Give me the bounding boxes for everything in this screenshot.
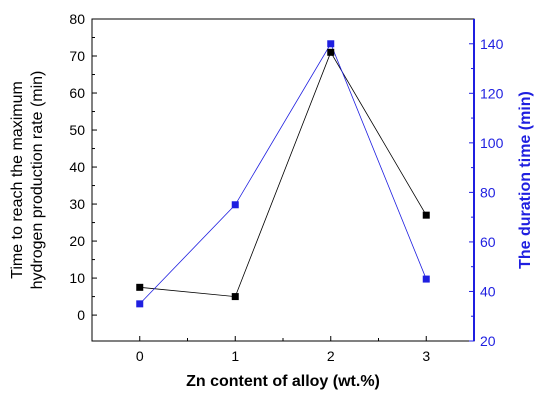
left-tick-label: 20 — [69, 233, 85, 249]
right-tick-label: 20 — [480, 333, 496, 349]
left-tick-label: 10 — [69, 270, 85, 286]
right-axis-ticks: 20 40 60 80 100 120 140 — [469, 36, 504, 349]
series-1-point — [231, 293, 239, 301]
series-1-point — [136, 283, 144, 291]
right-tick-label: 100 — [480, 135, 504, 151]
right-tick-label: 120 — [480, 85, 504, 101]
series-1-point — [327, 48, 335, 56]
left-axis-ticks: 0 10 20 30 40 50 60 70 80 — [69, 11, 97, 323]
right-tick-label: 80 — [480, 184, 496, 200]
series-2-point — [422, 275, 430, 283]
left-axis-title-line1: Time to reach the maximum — [9, 81, 26, 279]
series-2-point — [136, 300, 144, 308]
left-tick-label: 50 — [69, 122, 85, 138]
left-tick-label: 0 — [77, 307, 85, 323]
series-layer — [136, 40, 430, 308]
series-line-2 — [139, 42, 427, 305]
x-tick-label: 2 — [327, 348, 335, 364]
left-tick-label: 40 — [69, 159, 85, 175]
left-axis-title-line2: hydrogen production rate (min) — [29, 71, 46, 290]
series-2-point — [327, 40, 335, 48]
right-tick-label: 40 — [480, 283, 496, 299]
x-tick-label: 0 — [136, 348, 144, 364]
right-axis-title: The duration time (min) — [517, 91, 534, 269]
series-2-point — [231, 201, 239, 209]
right-tick-label: 140 — [480, 36, 504, 52]
left-tick-label: 70 — [69, 48, 85, 64]
plot-frame — [91, 18, 475, 342]
x-tick-label: 3 — [422, 348, 430, 364]
left-tick-label: 30 — [69, 196, 85, 212]
x-axis-ticks: 0 1 2 3 — [136, 336, 430, 364]
left-tick-label: 80 — [69, 11, 85, 27]
x-tick-label: 1 — [231, 348, 239, 364]
x-axis-title: Zn content of alloy (wt.%) — [186, 373, 380, 390]
right-tick-label: 60 — [480, 234, 496, 250]
series-line-1 — [139, 51, 427, 298]
left-tick-label: 60 — [69, 85, 85, 101]
series-1-point — [422, 211, 430, 219]
right-axis-line — [473, 19, 475, 341]
